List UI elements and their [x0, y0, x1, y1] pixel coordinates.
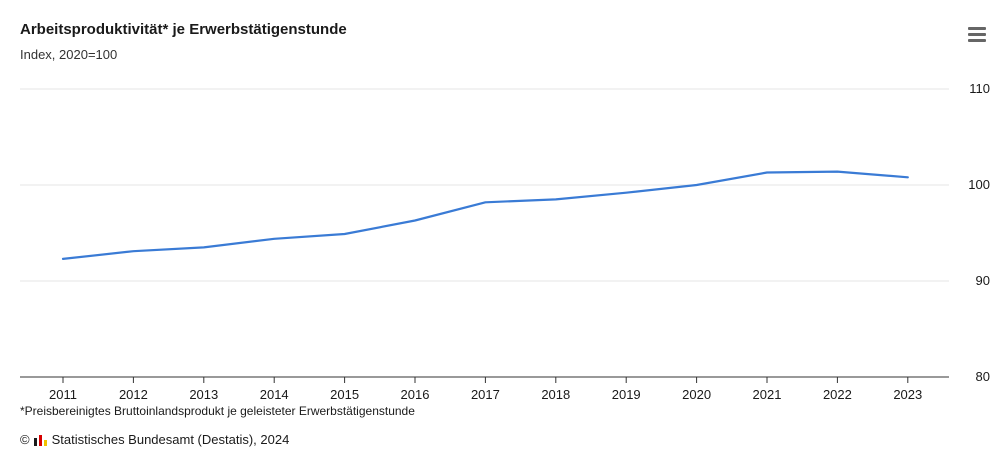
line-chart: 80 90 100 110 2011 2012 2013 2014 2015 2016 2017 20… [20, 81, 990, 400]
copyright-symbol: © [20, 432, 30, 447]
footnote: *Preisbereinigtes Bruttoinlandsprodukt j… [20, 404, 415, 418]
series-line [61, 170, 909, 260]
x-tick-label: 2014 [260, 387, 289, 400]
y-tick-label: 100 [968, 177, 990, 192]
x-tick-label: 2020 [682, 387, 711, 400]
x-tick-label: 2015 [330, 387, 359, 400]
credit-text: Statistisches Bundesamt (Destatis), 2024 [51, 432, 290, 447]
data-point [61, 257, 65, 261]
x-tick-label: 2021 [753, 387, 782, 400]
data-point [202, 245, 206, 249]
hamburger-menu-icon[interactable] [966, 26, 988, 44]
y-tick-label: 80 [976, 369, 990, 384]
data-point [272, 237, 276, 241]
chart-title: Arbeitsproduktivität* je Erwerbstätigens… [20, 21, 347, 38]
x-tick-label: 2017 [471, 387, 500, 400]
x-tick-label: 2019 [612, 387, 641, 400]
x-tick-label: 2011 [49, 387, 77, 400]
data-point [131, 249, 135, 253]
data-point [695, 183, 699, 187]
y-tick-label: 90 [976, 273, 990, 288]
data-point [906, 175, 910, 179]
x-tick-label: 2018 [541, 387, 570, 400]
data-point [483, 200, 487, 204]
data-point [624, 191, 628, 195]
data-point [554, 197, 558, 201]
x-tick-label: 2022 [823, 387, 852, 400]
x-tick-label: 2016 [401, 387, 430, 400]
data-point [835, 170, 839, 174]
data-point [765, 171, 769, 175]
x-tick-label: 2013 [189, 387, 218, 400]
data-point [343, 232, 347, 236]
y-tick-label: 110 [969, 81, 990, 96]
chart-subtitle: Index, 2020=100 [20, 47, 118, 62]
x-tick-label: 2023 [893, 387, 922, 400]
data-point [413, 219, 417, 223]
credits[interactable]: © Statistisches Bundesamt (Destatis), 20… [20, 432, 289, 447]
destatis-logo-icon [33, 434, 49, 446]
x-tick-label: 2012 [119, 387, 148, 400]
